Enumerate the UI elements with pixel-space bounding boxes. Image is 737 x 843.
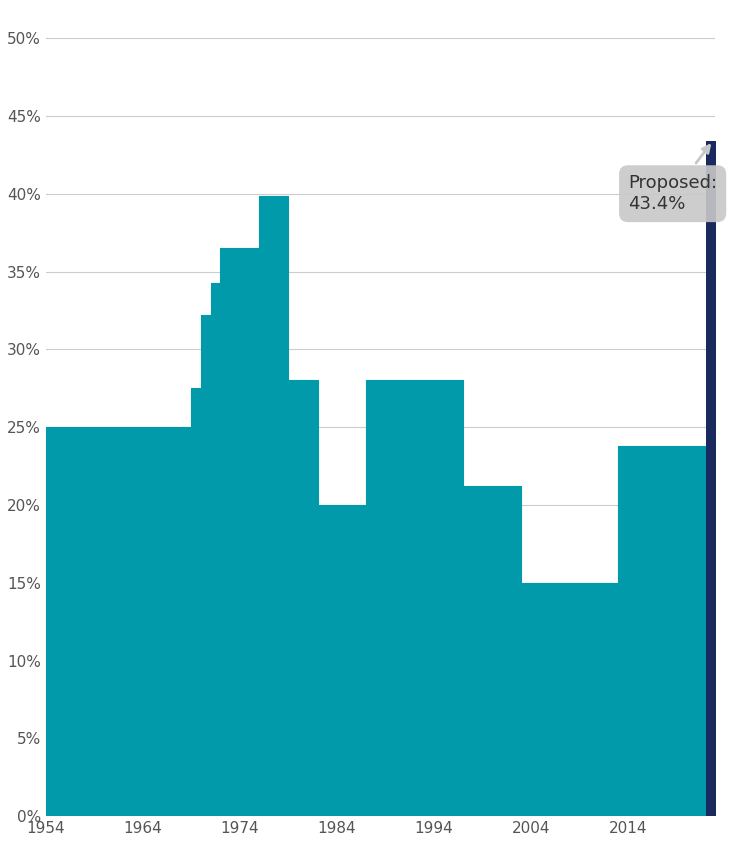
Text: Proposed:
43.4%: Proposed: 43.4% bbox=[628, 146, 717, 213]
